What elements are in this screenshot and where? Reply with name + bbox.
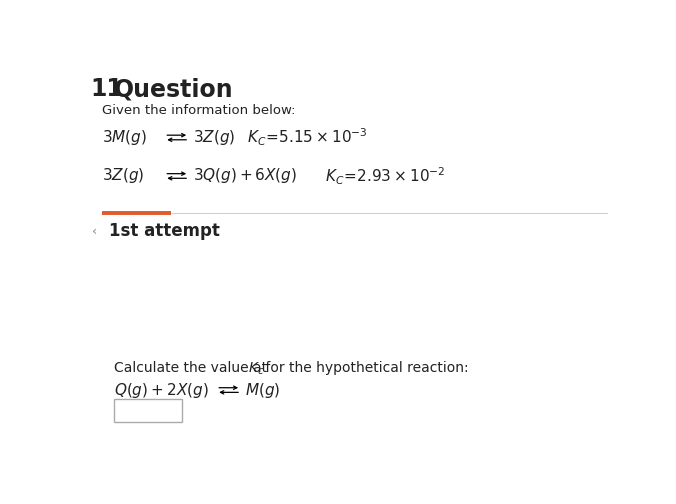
Text: Given the information below:: Given the information below:: [101, 104, 295, 116]
Text: $M(g)$: $M(g)$: [245, 381, 281, 400]
Text: $K_C\!=\!5.15\times10^{-3}$: $K_C\!=\!5.15\times10^{-3}$: [247, 127, 368, 148]
Text: $3Z(g)$: $3Z(g)$: [193, 128, 235, 147]
FancyBboxPatch shape: [114, 399, 182, 422]
Text: $K_C\!=\!2.93\times10^{-2}$: $K_C\!=\!2.93\times10^{-2}$: [324, 165, 445, 186]
Text: $3Q(g)+6X(g)$: $3Q(g)+6X(g)$: [193, 166, 297, 185]
Text: $3Z(g)$: $3Z(g)$: [101, 166, 144, 185]
Text: Question: Question: [114, 78, 234, 101]
Text: 11: 11: [91, 78, 124, 101]
Text: $K_c$: $K_c$: [248, 360, 264, 376]
Text: ‹: ‹: [92, 225, 97, 238]
Text: for the hypothetical reaction:: for the hypothetical reaction:: [261, 361, 469, 375]
Text: Calculate the value at: Calculate the value at: [114, 361, 272, 375]
Text: $Q(g)+2X(g)$: $Q(g)+2X(g)$: [114, 381, 209, 400]
Text: 1st attempt: 1st attempt: [110, 222, 220, 240]
Text: $3M(g)$: $3M(g)$: [101, 128, 147, 147]
